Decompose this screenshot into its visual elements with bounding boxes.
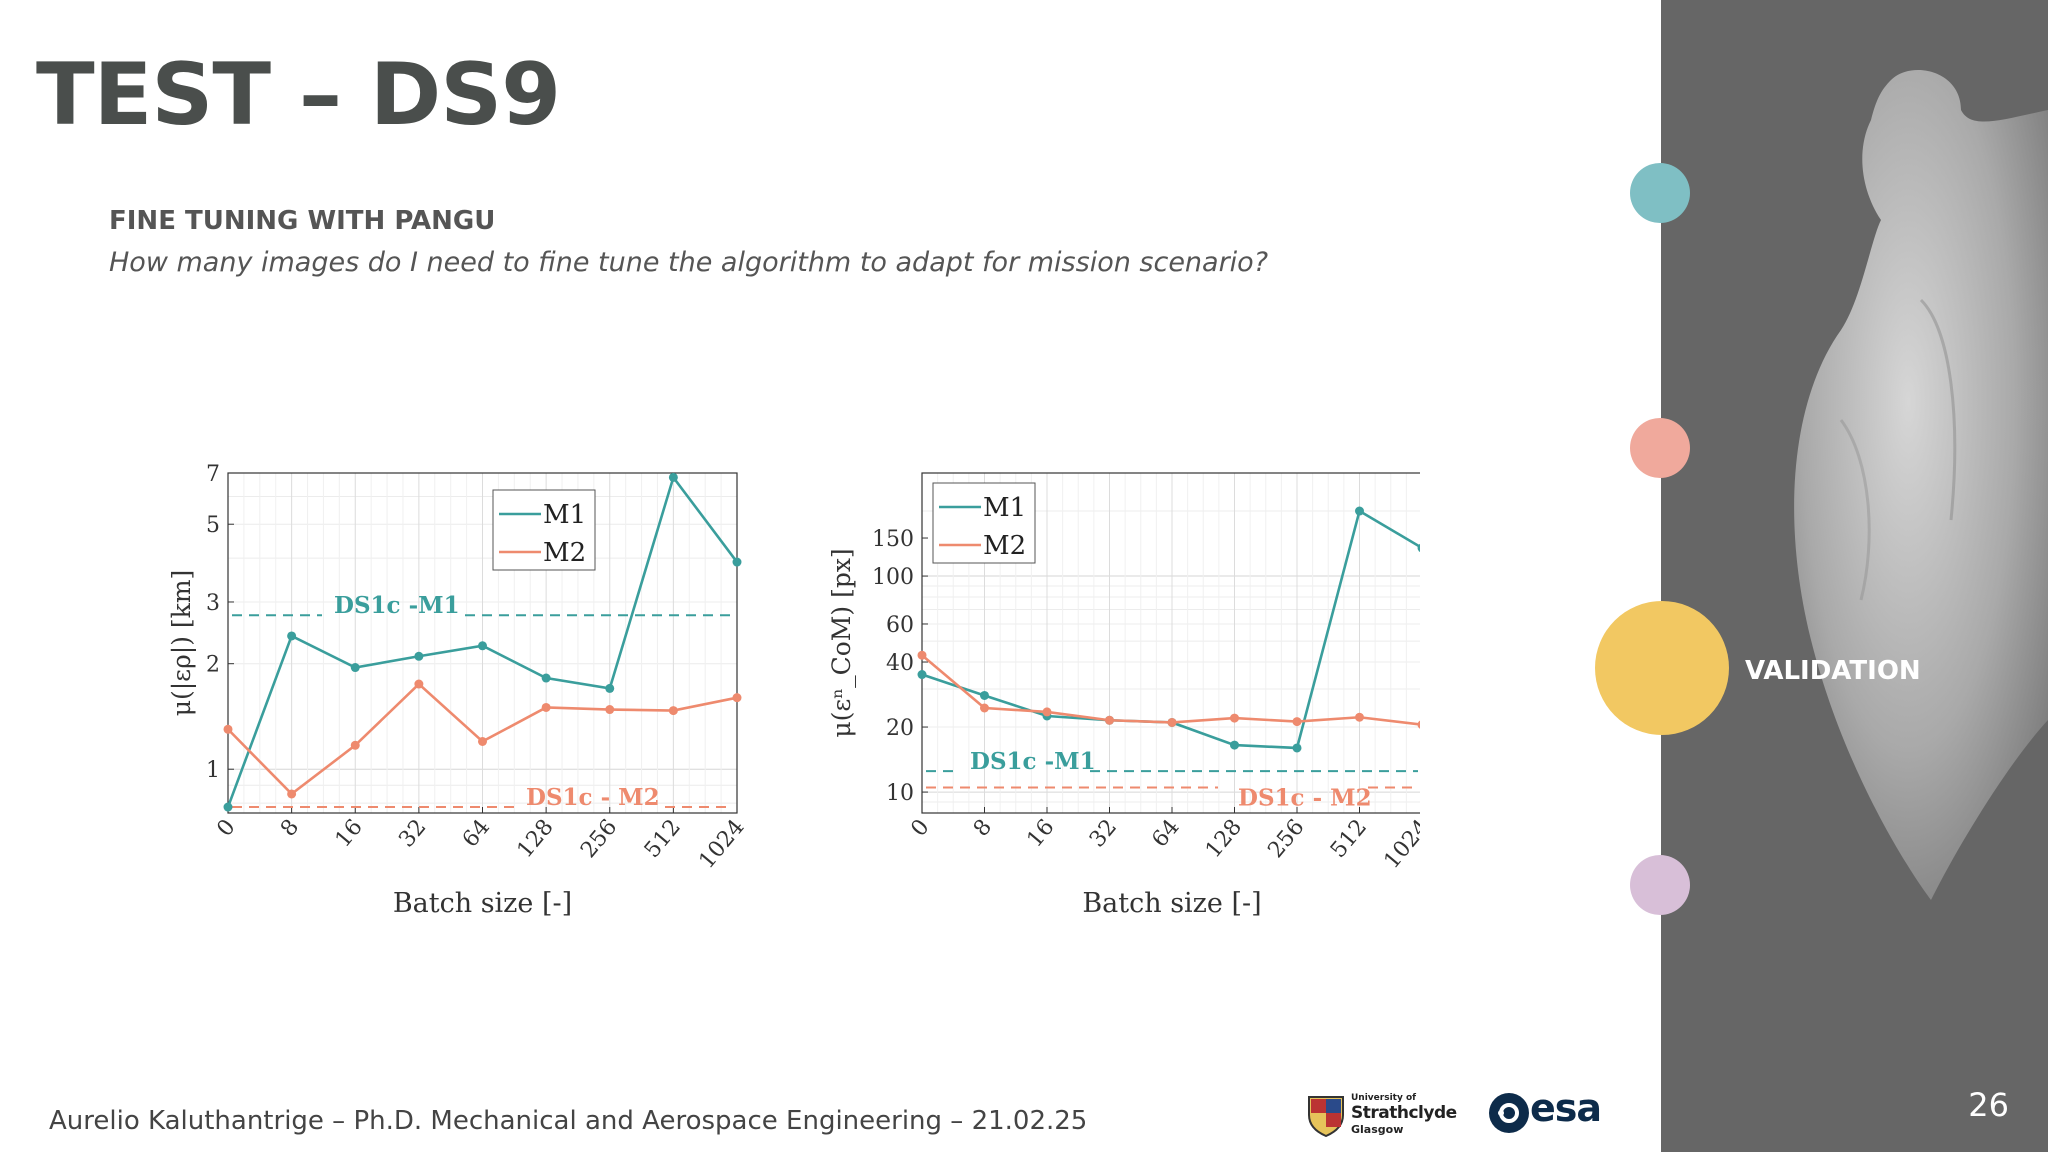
x-tick-label: 256 bbox=[1263, 815, 1309, 863]
data-point-m1 bbox=[1417, 543, 1420, 552]
data-point-m2 bbox=[1417, 720, 1420, 729]
y-tick-label: 100 bbox=[872, 565, 914, 590]
x-tick-label: 64 bbox=[1147, 815, 1184, 853]
legend-box bbox=[932, 482, 1036, 564]
x-tick-label: 256 bbox=[576, 815, 622, 863]
x-tick-label: 128 bbox=[1201, 815, 1247, 863]
data-point-m2 bbox=[478, 736, 487, 746]
reference-label: DS1c -M1 bbox=[970, 748, 1096, 775]
footer-text: Aurelio Kaluthantrige – Ph.D. Mechanical… bbox=[49, 1106, 1088, 1136]
data-point-m2 bbox=[1042, 707, 1052, 717]
y-tick-label: 3 bbox=[206, 591, 220, 616]
asteroid-image bbox=[1794, 70, 2048, 900]
data-point-m1 bbox=[541, 673, 551, 683]
y-tick-label: 2 bbox=[206, 653, 220, 678]
x-tick-label: 32 bbox=[394, 815, 431, 853]
sidebar-panel bbox=[1661, 0, 2048, 1152]
data-point-m2 bbox=[980, 703, 989, 713]
x-tick-label: 512 bbox=[640, 815, 686, 863]
y-tick-label: 150 bbox=[872, 527, 914, 552]
legend-label-m2: M2 bbox=[983, 531, 1026, 561]
x-tick-label: 64 bbox=[458, 815, 495, 853]
data-point-m1 bbox=[980, 690, 989, 700]
data-point-m2 bbox=[350, 740, 360, 750]
x-tick-label: 1024 bbox=[694, 815, 749, 874]
data-point-m1 bbox=[605, 683, 615, 693]
x-tick-label: 16 bbox=[1022, 815, 1059, 853]
reference-label: DS1c - M2 bbox=[526, 784, 660, 811]
data-point-m1 bbox=[668, 472, 678, 482]
nav-label-active: VALIDATION bbox=[1745, 656, 1921, 686]
data-point-m1 bbox=[1292, 743, 1302, 753]
slide-subtitle: FINE TUNING WITH PANGU bbox=[109, 206, 496, 236]
legend-box bbox=[492, 489, 596, 571]
x-tick-label: 16 bbox=[331, 815, 368, 853]
x-axis-label: Batch size [-] bbox=[393, 888, 572, 919]
data-point-m2 bbox=[414, 679, 424, 689]
data-point-m1 bbox=[287, 631, 297, 641]
esa-text: esa bbox=[1530, 1086, 1602, 1130]
slide-title: TEST – DS9 bbox=[36, 45, 561, 145]
x-axis-label: Batch size [-] bbox=[1082, 888, 1261, 919]
data-point-m2 bbox=[1105, 715, 1114, 725]
legend-label-m1: M1 bbox=[983, 493, 1026, 523]
data-point-m1 bbox=[223, 802, 233, 812]
chart-com-error: 10 20 40 60 100 150 0 8 16 32 64 128 256 512 1024 Batch… bbox=[827, 472, 1420, 919]
data-point-m2 bbox=[1167, 717, 1177, 727]
x-tick-label: 512 bbox=[1326, 815, 1372, 863]
y-axis-label: μ(εⁿ_CoM) [px] bbox=[827, 548, 856, 737]
chart-range-error: 1 2 3 5 7 0 8 16 32 64 128 256 512 1024 Batch size [-]… bbox=[167, 462, 750, 919]
data-point-m2 bbox=[605, 705, 615, 715]
legend-label-m2: M2 bbox=[543, 538, 586, 568]
legend-label-m1: M1 bbox=[543, 500, 586, 530]
data-point-m1 bbox=[478, 641, 487, 651]
data-point-m2 bbox=[668, 706, 678, 716]
data-point-m2 bbox=[1230, 713, 1239, 723]
data-point-m2 bbox=[223, 724, 233, 734]
x-tick-label: 1024 bbox=[1379, 815, 1420, 874]
y-tick-label: 10 bbox=[886, 781, 914, 806]
x-tick-label: 32 bbox=[1085, 815, 1122, 853]
nav-dot-lavender[interactable] bbox=[1630, 855, 1690, 915]
data-point-m1 bbox=[1230, 740, 1239, 750]
data-point-m2 bbox=[1355, 712, 1364, 722]
x-tick-label: 0 bbox=[906, 815, 934, 842]
strathclyde-small: University of bbox=[1351, 1093, 1417, 1103]
data-point-m2 bbox=[541, 702, 551, 712]
data-point-m2 bbox=[732, 693, 742, 703]
x-tick-label: 8 bbox=[969, 815, 997, 842]
strathclyde-city: Glasgow bbox=[1351, 1123, 1404, 1136]
x-tick-label: 0 bbox=[212, 815, 240, 842]
strathclyde-logo: University of Strathclyde Glasgow bbox=[1305, 1093, 1457, 1139]
data-point-m2 bbox=[917, 650, 927, 660]
nav-dot-teal[interactable] bbox=[1630, 163, 1690, 223]
data-point-m1 bbox=[732, 557, 742, 567]
data-point-m1 bbox=[350, 663, 360, 673]
crest-icon bbox=[1308, 1096, 1344, 1137]
y-tick-label: 1 bbox=[206, 758, 220, 783]
x-tick-label: 8 bbox=[276, 815, 304, 842]
strathclyde-name: Strathclyde bbox=[1351, 1103, 1457, 1123]
reference-label: DS1c - M2 bbox=[1238, 784, 1372, 811]
nav-dot-active[interactable] bbox=[1595, 601, 1729, 735]
nav-dot-salmon[interactable] bbox=[1630, 418, 1690, 478]
data-point-m2 bbox=[287, 789, 297, 799]
y-axis-label: μ(|ερ|) [km] bbox=[167, 570, 197, 717]
data-point-m1 bbox=[1355, 506, 1364, 516]
slide-question: How many images do I need to fine tune t… bbox=[109, 247, 1269, 278]
esa-logo: esa bbox=[1488, 1086, 1603, 1136]
reference-label: DS1c -M1 bbox=[334, 592, 460, 619]
data-point-m1 bbox=[917, 670, 927, 680]
data-point-m2 bbox=[1292, 717, 1302, 727]
esa-emblem-icon bbox=[1489, 1093, 1529, 1133]
y-tick-label: 5 bbox=[206, 513, 220, 538]
y-tick-label: 7 bbox=[206, 462, 220, 487]
y-tick-label: 40 bbox=[886, 651, 914, 676]
data-point-m1 bbox=[414, 651, 424, 661]
x-tick-label: 128 bbox=[513, 815, 559, 863]
y-tick-label: 60 bbox=[886, 613, 914, 638]
y-tick-label: 20 bbox=[886, 716, 914, 741]
page-number: 26 bbox=[1968, 1086, 2009, 1124]
